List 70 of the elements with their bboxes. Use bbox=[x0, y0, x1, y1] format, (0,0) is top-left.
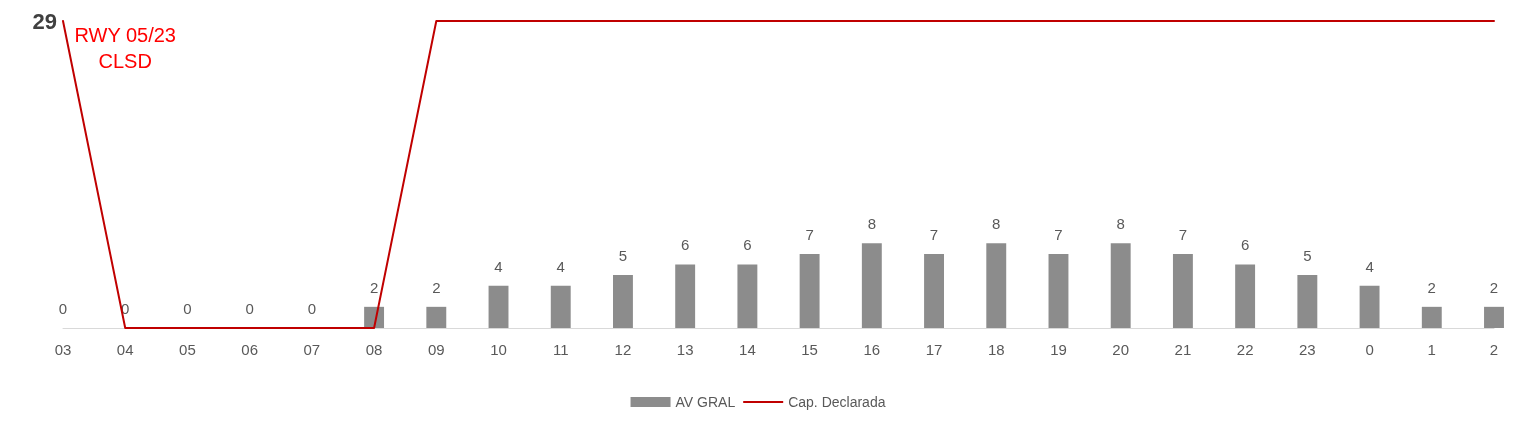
bar bbox=[799, 253, 820, 328]
legend-label: AV GRAL bbox=[675, 394, 736, 410]
data-label: 2 bbox=[369, 278, 379, 296]
data-label: 2 bbox=[1489, 278, 1499, 296]
bar bbox=[1048, 253, 1069, 328]
x-tick-label: 18 bbox=[987, 341, 1005, 358]
data-label: 8 bbox=[867, 215, 876, 233]
x-tick-label: 21 bbox=[1174, 341, 1192, 358]
annotation: RWY 05/23 CLSD bbox=[74, 24, 176, 72]
x-tick-label: 16 bbox=[863, 341, 881, 358]
x-tick-label: 04 bbox=[116, 341, 134, 358]
x-tick-label: 1 bbox=[1427, 341, 1436, 358]
x-tick-label: 19 bbox=[1050, 341, 1067, 358]
x-tick-label: 09 bbox=[427, 341, 445, 358]
data-label: 4 bbox=[1365, 257, 1374, 275]
bar bbox=[861, 243, 882, 328]
data-label: 6 bbox=[1240, 236, 1250, 254]
x-tick-label: 03 bbox=[54, 341, 72, 358]
x-tick-label: 15 bbox=[801, 341, 818, 358]
data-label: 4 bbox=[494, 257, 503, 275]
bar bbox=[1359, 285, 1380, 328]
data-label: 29 bbox=[32, 8, 57, 34]
data-label: 7 bbox=[1054, 225, 1063, 243]
bar bbox=[613, 275, 633, 328]
data-label: 6 bbox=[681, 236, 690, 254]
data-label: 0 bbox=[245, 300, 254, 317]
bar bbox=[426, 306, 447, 328]
data-label: 4 bbox=[556, 257, 565, 275]
data-label: 7 bbox=[805, 225, 814, 243]
data-label: 0 bbox=[58, 300, 68, 317]
x-tick-label: 14 bbox=[739, 341, 756, 358]
data-label: 5 bbox=[618, 247, 628, 265]
bar bbox=[1421, 306, 1442, 328]
bar bbox=[550, 285, 571, 328]
x-tick-label: 2 bbox=[1489, 341, 1499, 358]
bar bbox=[737, 264, 758, 328]
x-tick-label: 06 bbox=[241, 341, 258, 358]
bar bbox=[1484, 306, 1504, 328]
bar bbox=[1297, 275, 1318, 328]
x-tick-label: 05 bbox=[179, 341, 196, 358]
x-tick-label: 10 bbox=[490, 341, 507, 358]
data-label: 8 bbox=[1116, 215, 1125, 233]
x-tick-label: 08 bbox=[365, 341, 383, 358]
x-tick-label: 13 bbox=[676, 341, 694, 358]
x-tick-label: 0 bbox=[1365, 341, 1374, 358]
x-tick-label: 23 bbox=[1299, 341, 1316, 358]
bar bbox=[488, 285, 509, 328]
x-tick-label: 20 bbox=[1112, 341, 1130, 358]
data-label: 0 bbox=[183, 300, 192, 317]
x-tick-label: 11 bbox=[552, 341, 569, 358]
bar bbox=[675, 264, 696, 328]
bar bbox=[924, 253, 944, 328]
x-tick-label: 07 bbox=[303, 341, 321, 358]
data-label: 7 bbox=[1178, 225, 1188, 243]
data-label: 5 bbox=[1303, 247, 1312, 265]
legend-label: Cap. Declarada bbox=[788, 394, 886, 410]
data-label: 2 bbox=[1427, 278, 1436, 296]
x-tick-label: 17 bbox=[925, 341, 943, 358]
bar bbox=[1110, 243, 1131, 328]
bar bbox=[1172, 253, 1193, 328]
data-label: 7 bbox=[929, 225, 939, 243]
data-label: 8 bbox=[992, 215, 1001, 233]
bar bbox=[1235, 264, 1256, 328]
data-label: 6 bbox=[743, 236, 752, 254]
data-label: 2 bbox=[432, 278, 441, 296]
x-tick-label: 22 bbox=[1236, 341, 1254, 358]
data-label: 0 bbox=[121, 300, 130, 317]
x-tick-label: 12 bbox=[614, 341, 632, 358]
bar bbox=[986, 243, 1007, 328]
data-label: 0 bbox=[307, 300, 317, 317]
